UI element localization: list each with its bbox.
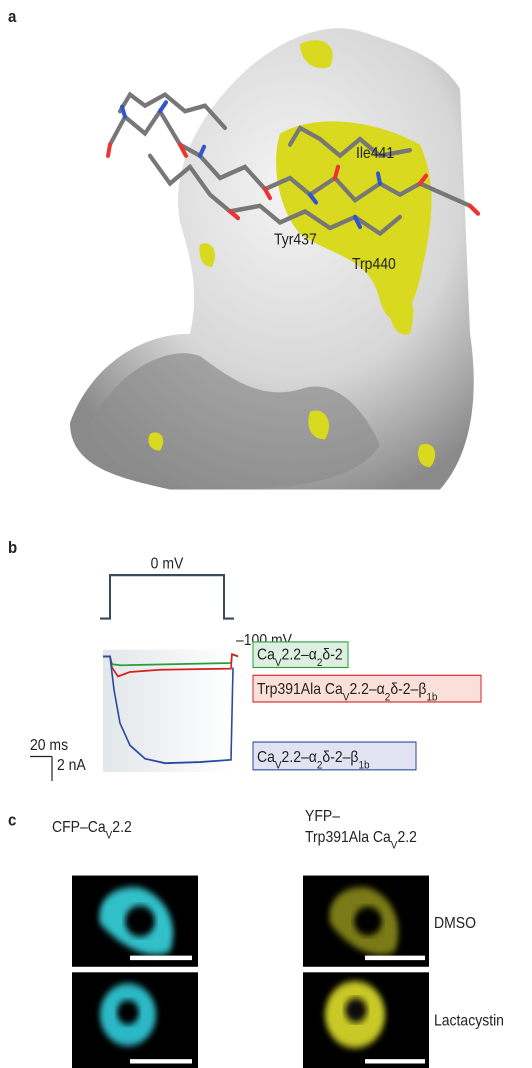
text-run: 2.2–α [349,682,385,699]
text-run: 2.2–α [282,647,318,664]
text-run: V [275,759,282,772]
text-run: δ-2–β [322,749,358,766]
legend-label: Trp391Ala CaV2.2–α2δ-2–β1b [257,682,438,704]
legend-label: CaV2.2–α2δ-2 [257,647,343,669]
text-run: 2.2–α [282,749,318,766]
text-run: 1b [358,759,369,772]
text-run: YFP– [305,808,341,825]
residue-label: Ile441 [356,145,394,162]
micrographs [72,875,429,1068]
legend-box [252,674,482,703]
legend-label: CaV2.2–α2δ-2–β1b [257,749,370,771]
text-run: V [275,657,282,670]
current-traces [103,652,239,765]
text-run: V [343,691,350,704]
text-run: 2 [317,759,323,772]
column-title: Trp391Ala CaV2.2 [305,830,417,852]
scale-label: 2 nA [57,757,86,774]
panel-label: b [8,539,17,557]
row-label: DMSO [434,915,476,932]
panel-label: c [8,812,17,830]
text-run: 2.2 [112,820,131,837]
legend-box [252,741,417,771]
text-run: 2 [317,657,323,670]
text-run: δ-2 [322,647,342,664]
text-run: δ-2–β [390,682,426,699]
text-run: Ca [257,647,276,664]
column-title: CFP–CaV2.2 [52,820,132,842]
scale-bar [30,755,53,781]
voltage-protocol [100,574,234,620]
text-run: 2.2 [397,830,416,847]
residue-label: Tyr437 [274,232,317,249]
text-run: 1b [426,691,437,704]
text-run: Trp391Ala Ca [257,682,344,699]
residue-label: Trp440 [352,257,396,274]
text-run: Trp391Ala Ca [305,830,392,847]
text-run: V [106,829,113,842]
column-title: YFP– [305,808,341,825]
scale-label: 20 ms [30,737,68,754]
text-run: CFP–Ca [52,820,106,837]
text-run: Ca [257,749,276,766]
legend-box [252,641,349,669]
text-run: V [391,839,398,852]
panel-label: a [8,9,17,27]
voltage-label: 0 mV [151,556,184,573]
protein-surface [70,28,474,490]
peptide-sticks [106,91,480,237]
row-label: Lactacystin [434,1013,504,1030]
text-run: 2 [385,691,391,704]
